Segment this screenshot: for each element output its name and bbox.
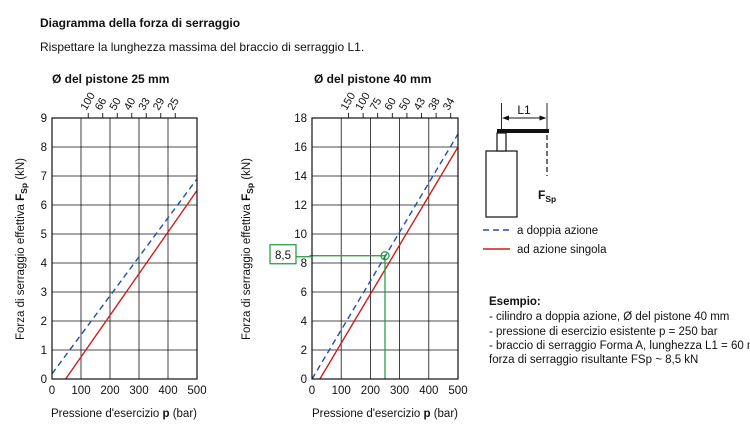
top-scale-label: 43 — [412, 96, 429, 113]
figure-subtitle: Rispettare la lunghezza massima del brac… — [40, 40, 364, 54]
series-double-acting — [51, 178, 198, 375]
x-tick-label: 400 — [158, 385, 177, 397]
y-tick-label: 9 — [41, 113, 47, 125]
x-tick-labels: 0 100 200 300 400 500 — [309, 385, 468, 397]
annotation-box — [269, 244, 297, 265]
legend-single-label: ad azione singola — [517, 244, 607, 256]
x-tick-label: 300 — [129, 385, 148, 397]
x-tick-label: 400 — [419, 385, 438, 397]
x-tick-label: 200 — [100, 385, 119, 397]
example-block: Esempio: - cilindro a doppia azione, Ø d… — [489, 296, 750, 366]
example-line: - cilindro a doppia azione, Ø del piston… — [489, 311, 729, 323]
x-tick-label: 100 — [332, 385, 351, 397]
y-tick-label: 12 — [294, 200, 307, 212]
force-label: FSp — [538, 188, 556, 204]
y-tick-label: 2 — [41, 316, 47, 328]
top-scale-label: 25 — [165, 96, 182, 113]
y-tick-label: 3 — [41, 287, 47, 299]
top-scale-label: 40 — [122, 96, 139, 113]
x-tick-label: 500 — [448, 385, 467, 397]
y-axis-label: Forza di serraggio effettiva FSp (kN) — [241, 158, 255, 340]
chart-title: Ø del pistone 25 mm — [52, 72, 169, 86]
x-tick-labels: 0 100 200 300 400 500 — [49, 385, 207, 397]
series-single-acting — [319, 146, 459, 380]
top-scale-label: 75 — [368, 96, 385, 113]
y-tick-label: 0 — [41, 374, 47, 386]
x-tick-label: 500 — [187, 385, 206, 397]
top-scale-label: 29 — [151, 96, 168, 113]
y-axis-label: Forza di serraggio effettiva FSp (kN) — [15, 158, 29, 340]
legend: a doppia azione ad azione singola — [483, 225, 607, 256]
x-axis-label: Pressione d'esercizio p (bar) — [312, 408, 458, 420]
y-tick-label: 8 — [41, 142, 47, 154]
y-tick-label: 1 — [41, 345, 47, 357]
figure-title: Diagramma della forza di serraggio — [40, 16, 240, 30]
y-tick-label: 6 — [41, 200, 47, 212]
plot-frame — [51, 117, 198, 380]
grid — [52, 118, 197, 379]
y-tick-label: 10 — [294, 229, 307, 241]
piston-rod — [496, 132, 507, 152]
x-tick-label: 0 — [49, 385, 55, 397]
x-tick-label: 0 — [309, 385, 315, 397]
y-tick-label: 4 — [301, 316, 308, 328]
legend-double-label: a doppia azione — [517, 225, 598, 237]
x-tick-label: 300 — [390, 385, 409, 397]
dimension-arrow-right — [539, 115, 547, 121]
plot-frame — [311, 117, 459, 380]
y-tick-label: 0 — [301, 374, 307, 386]
top-scale-label: 50 — [107, 96, 124, 113]
y-tick-label: 6 — [301, 287, 307, 299]
dimension-arrow-left — [502, 115, 509, 121]
series-single-acting — [65, 190, 198, 380]
example-line: - braccio di serraggio Forma A, lunghezz… — [489, 340, 750, 352]
cylinder-body — [485, 150, 518, 218]
x-tick-label: 200 — [361, 385, 380, 397]
annotation-horizontal-line — [296, 255, 385, 258]
top-scale-label: 66 — [93, 96, 110, 113]
annotation-point — [380, 251, 390, 261]
chart-title: Ø del pistone 40 mm — [314, 72, 431, 86]
y-tick-label: 4 — [41, 258, 48, 270]
top-scale-label: 60 — [383, 96, 400, 113]
top-scale-label: 38 — [426, 96, 443, 113]
top-scale-label: 50 — [397, 96, 414, 113]
y-tick-label: 8 — [301, 258, 307, 270]
top-scale-label: 34 — [441, 96, 458, 113]
example-line: forza di serraggio risultante FSp ~ 8,5 … — [489, 354, 698, 366]
example-heading: Esempio: — [489, 296, 541, 308]
y-tick-label: 16 — [294, 142, 307, 154]
annotation-value-label: 8,5 — [275, 250, 291, 262]
clamp-schematic: L1 FSp — [485, 103, 556, 218]
example-annotation: 8,5 — [269, 244, 390, 379]
y-tick-label: 14 — [294, 171, 307, 183]
y-tick-label: 18 — [294, 113, 307, 125]
y-tick-label: 7 — [41, 171, 47, 183]
y-tick-label: 2 — [301, 345, 307, 357]
y-tick-labels: 0 1 2 3 4 5 6 7 8 9 — [41, 113, 48, 386]
series-lines — [51, 178, 198, 380]
top-scale-label: 33 — [136, 96, 153, 113]
example-line: - pressione di esercizio esistente p = 2… — [489, 326, 718, 338]
y-tick-label: 5 — [41, 229, 47, 241]
x-tick-label: 100 — [71, 385, 90, 397]
x-axis-label: Pressione d'esercizio p (bar) — [51, 408, 197, 420]
y-tick-labels: 0 2 4 6 8 10 12 14 16 18 — [294, 113, 307, 386]
dimension-label: L1 — [517, 103, 531, 117]
clamping-arm — [497, 129, 549, 133]
